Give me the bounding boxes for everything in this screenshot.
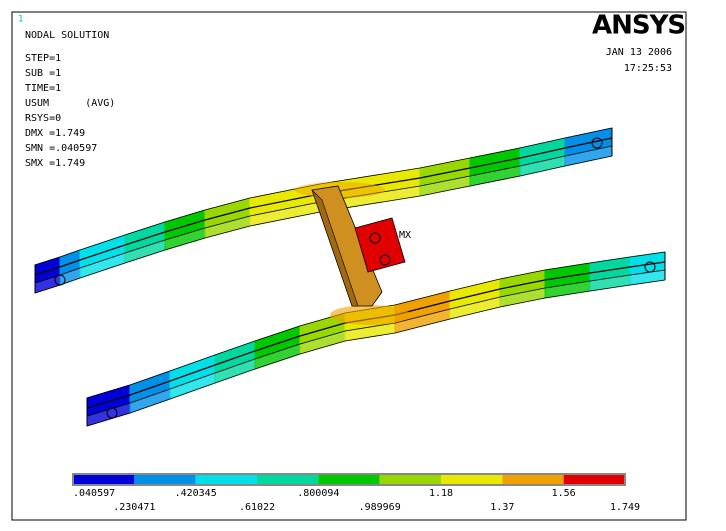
info-line: USUM (AVG) [25,98,115,109]
legend-swatch [195,474,257,485]
time: 17:25:53 [624,63,672,74]
legend-label: .230471 [113,502,155,513]
bolt [644,261,656,273]
legend-label: 1.749 [610,502,640,513]
block [354,217,406,273]
bolt [369,232,381,244]
model [34,127,666,427]
legend-label: 1.37 [490,502,514,513]
info-line: SMN =.040597 [25,143,97,154]
legend-swatch [441,474,503,485]
legend-swatch [134,474,196,485]
beam-centerline [34,137,613,276]
legend-swatch [257,474,319,485]
legend-label: .989969 [359,502,401,513]
legend-swatch [379,474,441,485]
date: JAN 13 2006 [606,47,672,58]
info-line: STEP=1 [25,53,61,64]
legend-label: 1.18 [429,488,453,499]
bolt [379,254,391,266]
legend-label: .420345 [175,488,217,499]
legend-swatch [502,474,564,485]
legend-swatch [563,474,625,485]
info-line: SUB =1 [25,68,61,79]
bolt [106,407,118,419]
info-line: RSYS=0 [25,113,61,124]
info-line: TIME=1 [25,83,61,94]
legend: .040597 .230471 .420345 .61022 .800094 .98996… [72,473,640,513]
legend-swatch [73,474,135,485]
legend-label: .61022 [239,502,275,513]
beam-edge [34,155,613,294]
legend-label: .800094 [297,488,339,499]
info-line: NODAL SOLUTION [25,30,109,41]
bolt [591,137,603,149]
beam-edge [34,145,613,284]
annotation: MX [399,230,411,241]
info-line: DMX =1.749 [25,128,85,139]
hot-zone [330,305,410,325]
legend-frame [72,473,626,486]
beam-edge [86,279,666,427]
beam-edge [34,127,613,266]
plate-side [311,189,359,307]
window-number: 1 [18,15,23,25]
bolt [54,274,66,286]
info-line: SMX =1.749 [25,158,85,169]
legend-swatch [318,474,380,485]
beam-edge [86,269,666,417]
logo: ANSYS [592,11,685,41]
legend-label: 1.56 [552,488,576,499]
legend-label: .040597 [73,488,115,499]
info-block: NODAL SOLUTION STEP=1 SUB =1 TIME=1 USUM (AV… [25,30,115,169]
